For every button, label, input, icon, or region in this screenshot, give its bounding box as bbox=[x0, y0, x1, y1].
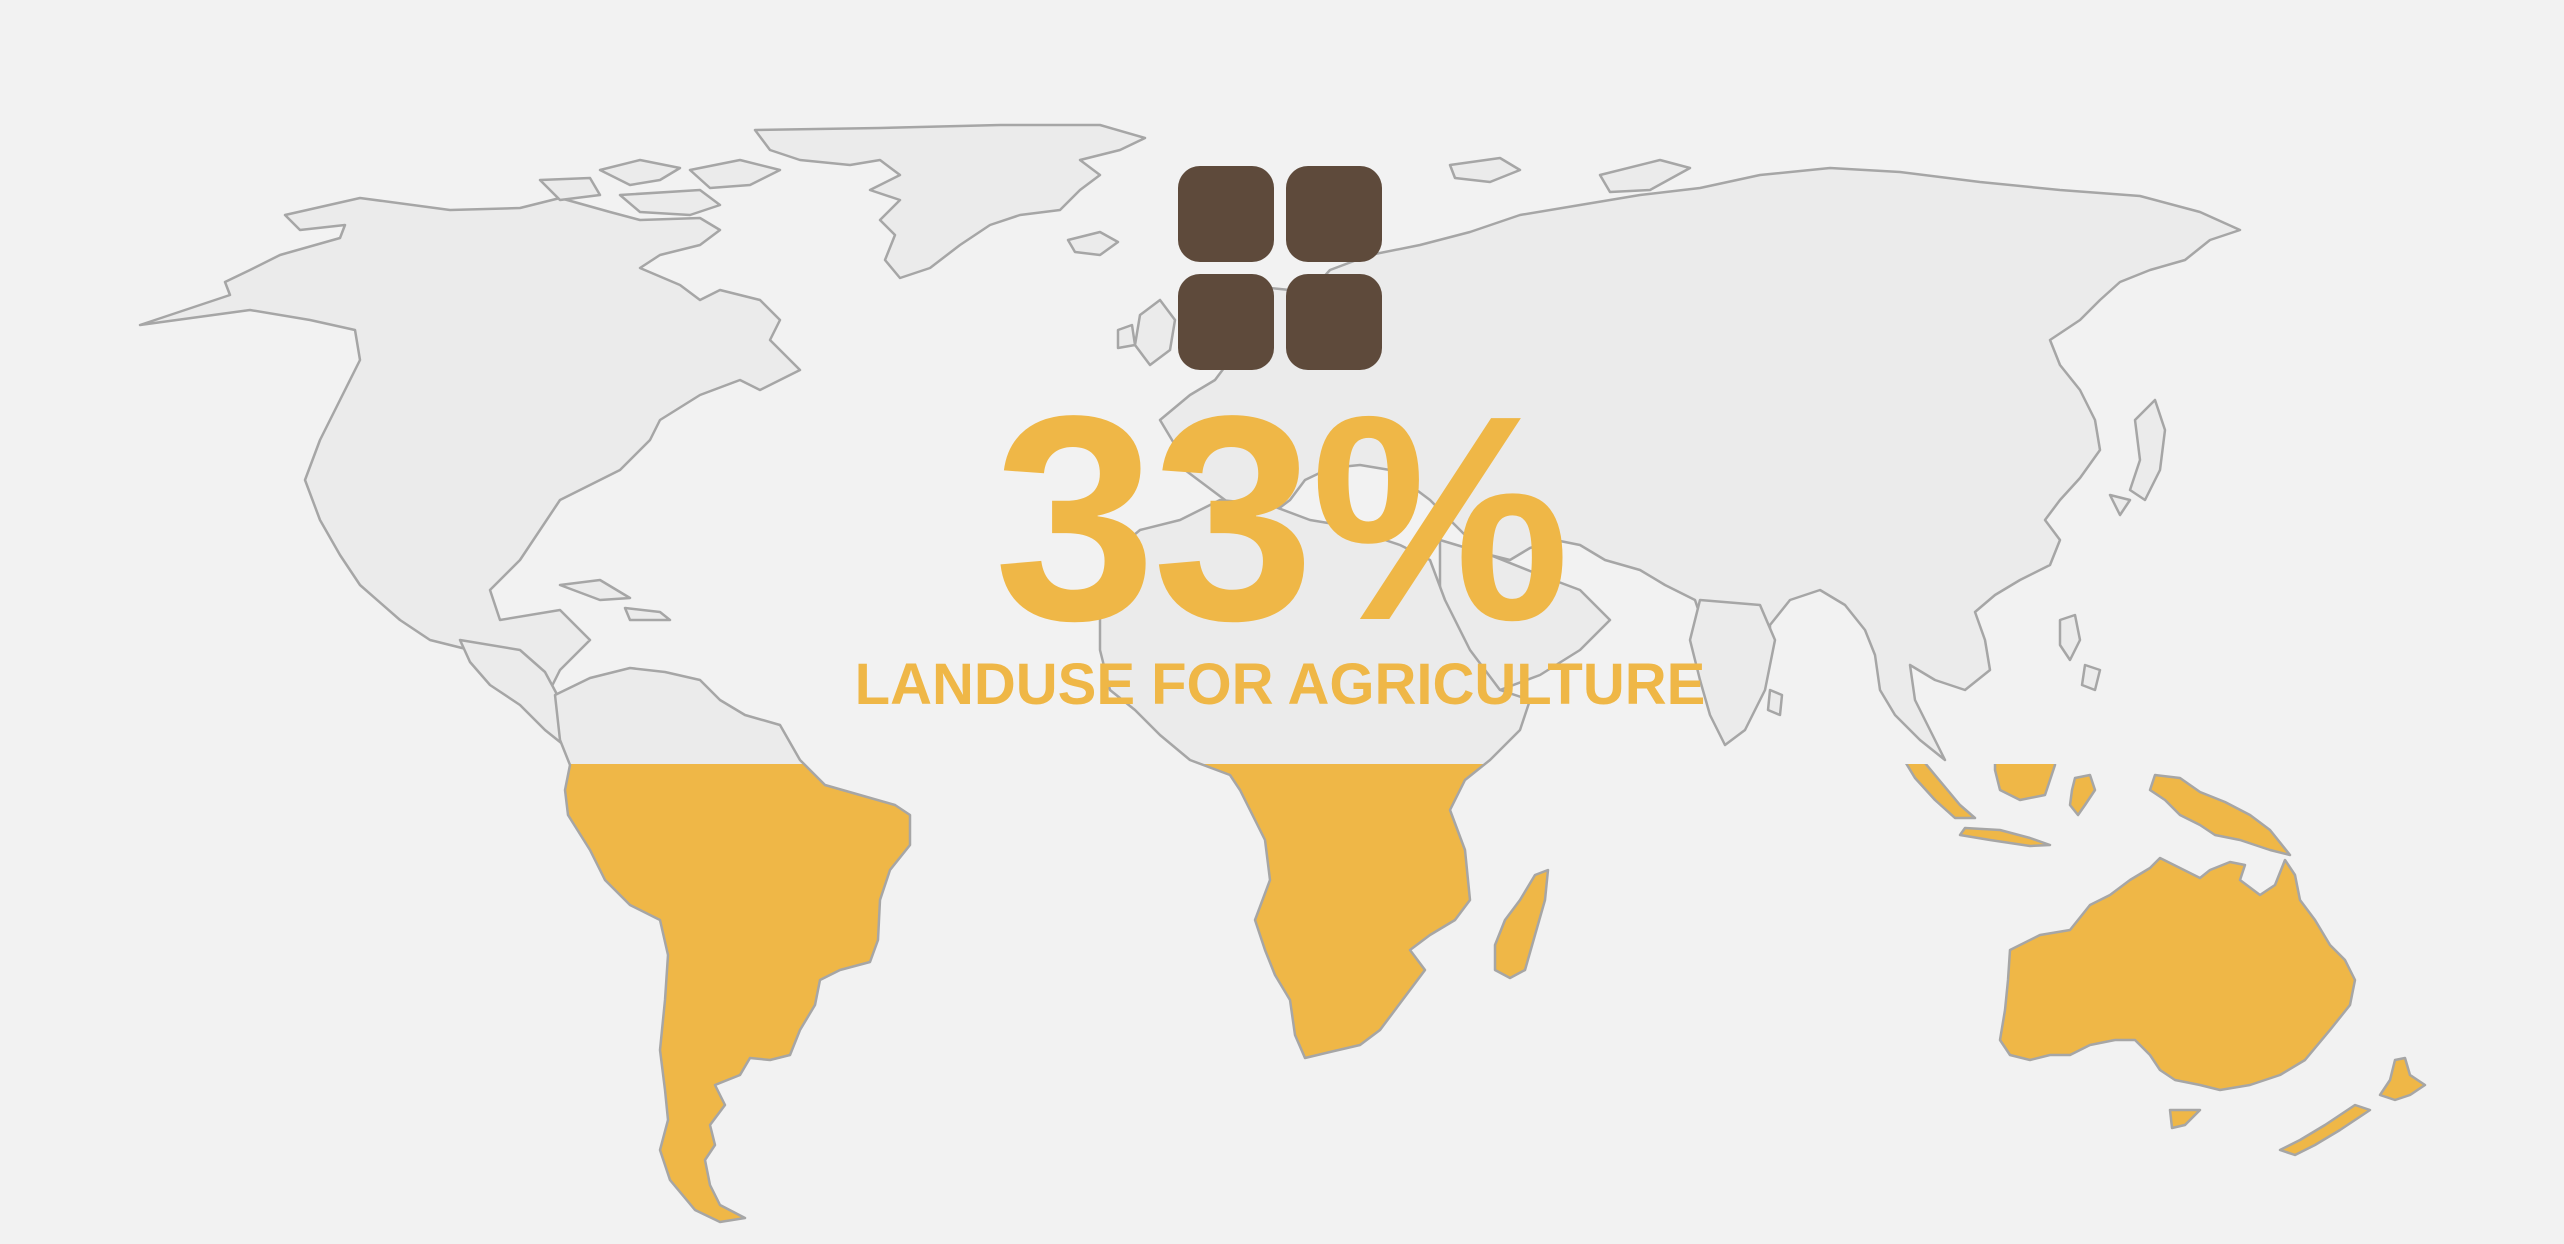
british-isles-shape bbox=[1116, 298, 1177, 367]
tile-top-right bbox=[1286, 166, 1382, 262]
iceland-shape bbox=[1066, 230, 1120, 257]
india-shape bbox=[1688, 598, 1777, 747]
svalbard-shape bbox=[1448, 156, 1692, 194]
japan-shape bbox=[2108, 398, 2167, 517]
northern-landmasses bbox=[138, 123, 2242, 764]
sri-lanka-shape bbox=[1766, 688, 1784, 717]
africa-shape-north bbox=[1098, 498, 1532, 764]
four-panel-tile-icon bbox=[1178, 166, 1382, 370]
greenland-shape bbox=[753, 123, 1147, 280]
madagascar-shape bbox=[1493, 868, 1550, 980]
java-shape bbox=[1958, 826, 2052, 848]
new-zealand-shape bbox=[2278, 1056, 2427, 1157]
philippines-shape bbox=[2058, 613, 2102, 692]
tile-top-left bbox=[1178, 166, 1274, 262]
australia-shape bbox=[1998, 856, 2357, 1092]
africa-shape-south bbox=[1197, 764, 1488, 1060]
tasmania-shape bbox=[2168, 1108, 2202, 1130]
new-guinea-shape bbox=[2148, 773, 2292, 857]
south-america-shape-north bbox=[553, 666, 806, 764]
tile-bottom-right bbox=[1286, 274, 1382, 370]
tile-bottom-left bbox=[1178, 274, 1274, 370]
sumatra-shape bbox=[1905, 764, 1977, 820]
eurasia-shape bbox=[1158, 166, 2242, 762]
north-america-shape bbox=[138, 196, 802, 702]
southern-landmasses bbox=[563, 764, 2427, 1224]
sulawesi-shape bbox=[2068, 773, 2097, 817]
borneo-shape bbox=[1993, 764, 2057, 802]
south-america-shape-south bbox=[563, 764, 912, 1224]
caribbean-shape bbox=[558, 578, 672, 622]
arctic-islands-shape bbox=[538, 158, 782, 217]
